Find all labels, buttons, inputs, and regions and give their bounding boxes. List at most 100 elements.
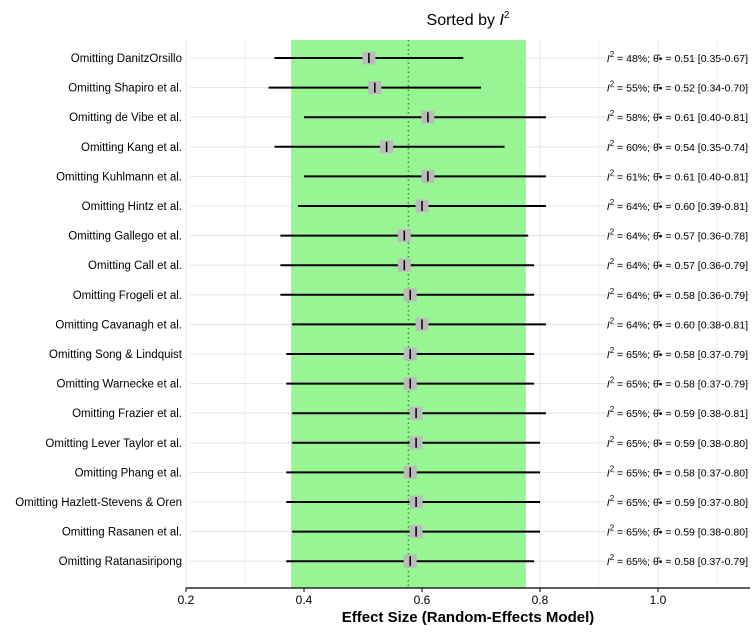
stat-text: = 64%; θ̂• = 0.58 [0.36-0.79] (614, 290, 748, 302)
row-stat: I2 = 60%; θ̂• = 0.54 [0.35-0.74] (607, 139, 748, 154)
stat-text: = 60%; θ̂• = 0.54 [0.35-0.74] (614, 142, 748, 154)
stat-i-sup: 2 (610, 287, 615, 296)
stat-i-symbol: I (607, 142, 610, 154)
row-stat: I2 = 65%; θ̂• = 0.58 [0.37-0.80] (607, 464, 748, 479)
chart-title-italic: I (499, 12, 504, 29)
stat-i-sup: 2 (610, 80, 615, 89)
stat-i-sup: 2 (610, 109, 615, 118)
row-label: Omitting Lever Taylor et al. (45, 438, 182, 450)
row-label: Omitting Hintz et al. (82, 201, 182, 213)
row-label: Omitting Shapiro et al. (68, 83, 182, 95)
stat-i-symbol: I (607, 231, 610, 243)
stat-i-sup: 2 (610, 553, 615, 562)
stat-text: = 65%; θ̂• = 0.58 [0.37-0.79] (614, 379, 748, 391)
stat-text: = 65%; θ̂• = 0.58 [0.37-0.80] (614, 467, 748, 479)
stat-i-sup: 2 (610, 228, 615, 237)
row-label: Omitting Kuhlmann et al. (56, 171, 182, 183)
stat-i-sup: 2 (610, 139, 615, 148)
stat-text: = 64%; θ̂• = 0.57 [0.36-0.79] (614, 260, 748, 272)
stat-i-sup: 2 (610, 524, 615, 533)
row-label: Omitting Frazier et al. (72, 408, 182, 420)
row-stat: I2 = 48%; θ̂• = 0.51 [0.35-0.67] (607, 50, 748, 65)
row-stat: I2 = 65%; θ̂• = 0.59 [0.38-0.81] (607, 405, 748, 420)
stat-i-symbol: I (607, 467, 610, 479)
stat-text: = 65%; θ̂• = 0.59 [0.38-0.81] (614, 408, 748, 420)
stat-i-sup: 2 (610, 346, 615, 355)
stat-text: = 55%; θ̂• = 0.52 [0.34-0.70] (614, 83, 748, 95)
stat-i-symbol: I (607, 379, 610, 391)
stat-i-symbol: I (607, 83, 610, 95)
stat-i-sup: 2 (610, 435, 615, 444)
stat-i-symbol: I (607, 527, 610, 539)
stat-i-sup: 2 (610, 168, 615, 177)
stat-text: = 64%; θ̂• = 0.60 [0.39-0.81] (614, 201, 748, 213)
stat-text: = 65%; θ̂• = 0.59 [0.37-0.80] (614, 497, 748, 509)
x-tick-label: 0.8 (532, 593, 549, 607)
stat-text: = 65%; θ̂• = 0.59 [0.38-0.80] (614, 438, 748, 450)
stat-text: = 65%; θ̂• = 0.58 [0.37-0.79] (614, 556, 748, 568)
x-tick-label: 0.4 (296, 593, 313, 607)
stat-text: = 58%; θ̂• = 0.61 [0.40-0.81] (614, 112, 748, 124)
stat-i-symbol: I (607, 497, 610, 509)
row-stat: I2 = 65%; θ̂• = 0.59 [0.38-0.80] (607, 435, 748, 450)
row-stat: I2 = 64%; θ̂• = 0.58 [0.36-0.79] (607, 287, 748, 302)
stat-text: = 48%; θ̂• = 0.51 [0.35-0.67] (614, 53, 748, 65)
stat-text: = 65%; θ̂• = 0.59 [0.38-0.80] (614, 527, 748, 539)
row-label: Omitting Call et al. (88, 260, 182, 272)
stat-i-sup: 2 (610, 50, 615, 59)
row-label: Omitting Rasanen et al. (62, 527, 182, 539)
stat-i-symbol: I (607, 53, 610, 65)
row-label: Omitting de Vibe et al. (69, 112, 182, 124)
row-label: Omitting DanitzOrsillo (71, 53, 182, 65)
stat-i-symbol: I (607, 408, 610, 420)
stat-text: = 64%; θ̂• = 0.57 [0.36-0.78] (614, 231, 748, 243)
stat-i-symbol: I (607, 556, 610, 568)
x-tick-label: 1.0 (650, 593, 667, 607)
x-axis-title: Effect Size (Random-Effects Model) (342, 609, 595, 626)
stat-i-sup: 2 (610, 198, 615, 207)
chart-title-main: Sorted by (427, 12, 500, 29)
stat-i-sup: 2 (610, 405, 615, 414)
stat-i-sup: 2 (610, 464, 615, 473)
row-stat: I2 = 65%; θ̂• = 0.58 [0.37-0.79] (607, 346, 748, 361)
stat-i-symbol: I (607, 349, 610, 361)
row-label: Omitting Gallego et al. (68, 231, 182, 243)
stat-i-symbol: I (607, 438, 610, 450)
row-stat: I2 = 58%; θ̂• = 0.61 [0.40-0.81] (607, 109, 748, 124)
stat-i-sup: 2 (610, 257, 615, 266)
stat-i-symbol: I (607, 171, 610, 183)
stat-text: = 64%; θ̂• = 0.60 [0.38-0.81] (614, 319, 748, 331)
overall-band-layer (291, 40, 526, 588)
row-label: Omitting Kang et al. (81, 142, 182, 154)
chart-title: Sorted by I2 (427, 10, 510, 29)
label-layer: Omitting DanitzOrsillo I2 = 48%; θ̂• = 0.… (15, 50, 748, 568)
row-label: Omitting Phang et al. (75, 467, 182, 479)
stat-i-symbol: I (607, 201, 610, 213)
row-label: Omitting Warnecke et al. (57, 379, 182, 391)
row-label: Omitting Ratanasiripong (59, 556, 182, 568)
row-stat: I2 = 64%; θ̂• = 0.60 [0.38-0.81] (607, 316, 748, 331)
row-stat: I2 = 65%; θ̂• = 0.59 [0.37-0.80] (607, 494, 748, 509)
x-tick-label: 0.2 (178, 593, 195, 607)
row-stat: I2 = 65%; θ̂• = 0.58 [0.37-0.79] (607, 553, 748, 568)
row-stat: I2 = 65%; θ̂• = 0.58 [0.37-0.79] (607, 376, 748, 391)
row-label: Omitting Cavanagh et al. (55, 319, 182, 331)
row-stat: I2 = 61%; θ̂• = 0.61 [0.40-0.81] (607, 168, 748, 183)
stat-i-sup: 2 (610, 494, 615, 503)
row-label: Omitting Song & Lindquist (49, 349, 183, 361)
stat-i-symbol: I (607, 290, 610, 302)
stat-i-sup: 2 (610, 376, 615, 385)
stat-text: = 65%; θ̂• = 0.58 [0.37-0.79] (614, 349, 748, 361)
x-tick-label: 0.6 (414, 593, 431, 607)
stat-text: = 61%; θ̂• = 0.61 [0.40-0.81] (614, 171, 748, 183)
marks-layer (268, 51, 546, 568)
row-stat: I2 = 55%; θ̂• = 0.52 [0.34-0.70] (607, 80, 748, 95)
x-axis: 0.2 0.4 0.6 0.8 1.0 (178, 587, 750, 607)
stat-i-symbol: I (607, 260, 610, 272)
row-label: Omitting Frogeli et al. (73, 290, 182, 302)
row-stat: I2 = 64%; θ̂• = 0.57 [0.36-0.79] (607, 257, 748, 272)
row-stat: I2 = 64%; θ̂• = 0.60 [0.39-0.81] (607, 198, 748, 213)
row-stat: I2 = 65%; θ̂• = 0.59 [0.38-0.80] (607, 524, 748, 539)
stat-i-symbol: I (607, 319, 610, 331)
